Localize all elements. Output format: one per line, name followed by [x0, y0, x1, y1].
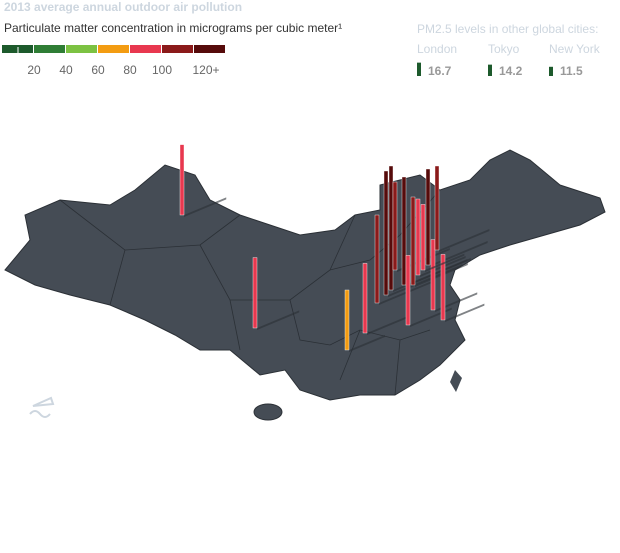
bar-shadow	[184, 197, 227, 217]
bar-shadow	[349, 335, 385, 352]
bar-shadow	[406, 258, 471, 287]
map-bar	[401, 176, 407, 286]
taiwan	[450, 370, 462, 392]
map-bar	[415, 198, 421, 276]
bar-shadow	[379, 281, 432, 305]
cities-heading: PM2.5 levels in other global cities:	[417, 22, 598, 36]
map-bar	[420, 204, 426, 271]
legend-tick-label: 60	[91, 63, 105, 77]
city-value: 14.2	[499, 64, 523, 78]
bar-shadow	[257, 310, 300, 330]
china-map	[4, 149, 606, 401]
map-bar	[252, 257, 258, 329]
legend-swatch	[34, 45, 65, 53]
bar-shadow	[425, 253, 465, 272]
map-bar	[434, 165, 440, 251]
legend-tick-label: 20	[27, 63, 41, 77]
legend-tick-label: 40	[59, 63, 73, 77]
subtitle: Particulate matter concentration in micr…	[4, 21, 342, 35]
city-value: 16.7	[428, 64, 452, 78]
map-bar	[362, 263, 368, 334]
logo	[29, 396, 55, 418]
city-name: London	[417, 42, 457, 56]
legend-tick-label: 120+	[192, 63, 219, 77]
map-bar	[388, 165, 394, 291]
map-bar	[392, 181, 398, 271]
city-name: Tokyo	[488, 42, 520, 56]
bar-shadow	[367, 315, 409, 335]
city-bar	[417, 62, 421, 76]
map-bar	[425, 168, 431, 266]
map	[4, 149, 606, 421]
map-bar	[410, 196, 416, 286]
map-bar	[344, 289, 350, 351]
bar-shadow	[435, 292, 478, 312]
map-bar	[405, 255, 411, 326]
map-bar	[179, 144, 185, 216]
map-bar	[440, 254, 446, 321]
legend-swatch	[194, 45, 225, 53]
city-bar	[488, 64, 492, 76]
title: 2013 average annual outdoor air pollutio…	[4, 0, 242, 14]
map-bar	[383, 170, 389, 296]
legend-swatch	[130, 45, 161, 53]
city-value: 11.5	[560, 64, 583, 78]
city-bar	[549, 66, 553, 76]
hainan	[253, 403, 283, 421]
legend-swatch	[162, 45, 193, 53]
legend-tick-label: 100	[152, 63, 172, 77]
map-bar	[430, 239, 436, 311]
city-name: New York	[549, 42, 601, 56]
map-bar	[374, 214, 380, 304]
bar-shadow	[439, 229, 490, 252]
legend-swatch	[98, 45, 129, 53]
legend-tick-label: 80	[123, 63, 137, 77]
legend-swatch	[66, 45, 97, 53]
bar-shadow	[445, 303, 485, 322]
